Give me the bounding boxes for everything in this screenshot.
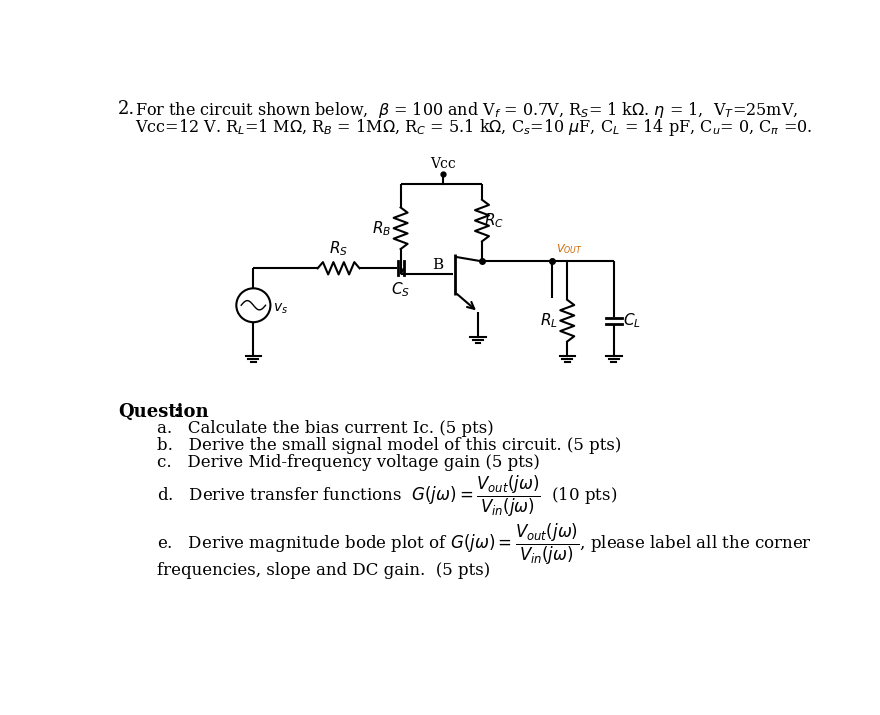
Text: Vcc: Vcc bbox=[430, 157, 456, 170]
Text: $R_L$: $R_L$ bbox=[540, 311, 558, 330]
Text: For the circuit shown below,  $\beta$ = 100 and V$_f$ = 0.7V, R$_S$= 1 k$\Omega$: For the circuit shown below, $\beta$ = 1… bbox=[135, 99, 798, 119]
Text: $C_S$: $C_S$ bbox=[391, 280, 410, 300]
Text: $V_{OUT}$: $V_{OUT}$ bbox=[555, 242, 583, 256]
Text: Question: Question bbox=[118, 403, 209, 421]
Text: b.   Derive the small signal model of this circuit. (5 pts): b. Derive the small signal model of this… bbox=[157, 437, 621, 454]
Text: e.   Derive magnitude bode plot of $G(j\omega) = \dfrac{V_{out}(j\omega)}{V_{in}: e. Derive magnitude bode plot of $G(j\om… bbox=[157, 522, 811, 567]
Text: $R_B$: $R_B$ bbox=[372, 219, 392, 237]
Text: $R_C$: $R_C$ bbox=[484, 211, 504, 230]
Text: c.   Derive Mid-frequency voltage gain (5 pts): c. Derive Mid-frequency voltage gain (5 … bbox=[157, 454, 539, 471]
Text: $v_s$: $v_s$ bbox=[273, 302, 288, 316]
Text: 2.: 2. bbox=[118, 99, 135, 118]
Text: a.   Calculate the bias current Ic. (5 pts): a. Calculate the bias current Ic. (5 pts… bbox=[157, 420, 494, 437]
Text: $R_S$: $R_S$ bbox=[329, 240, 348, 258]
Text: d.   Derive transfer functions  $G(j\omega) = \dfrac{V_{out}(j\omega)}{V_{in}(j\: d. Derive transfer functions $G(j\omega)… bbox=[157, 474, 617, 519]
Text: $C_L$: $C_L$ bbox=[623, 311, 641, 330]
Text: B: B bbox=[432, 258, 444, 272]
Text: frequencies, slope and DC gain.  (5 pts): frequencies, slope and DC gain. (5 pts) bbox=[157, 562, 490, 578]
Text: Vcc=12 V. R$_L$=1 M$\Omega$, R$_B$ = 1M$\Omega$, R$_C$ = 5.1 k$\Omega$, C$_s$=10: Vcc=12 V. R$_L$=1 M$\Omega$, R$_B$ = 1M$… bbox=[135, 117, 812, 137]
Text: :: : bbox=[173, 403, 180, 421]
